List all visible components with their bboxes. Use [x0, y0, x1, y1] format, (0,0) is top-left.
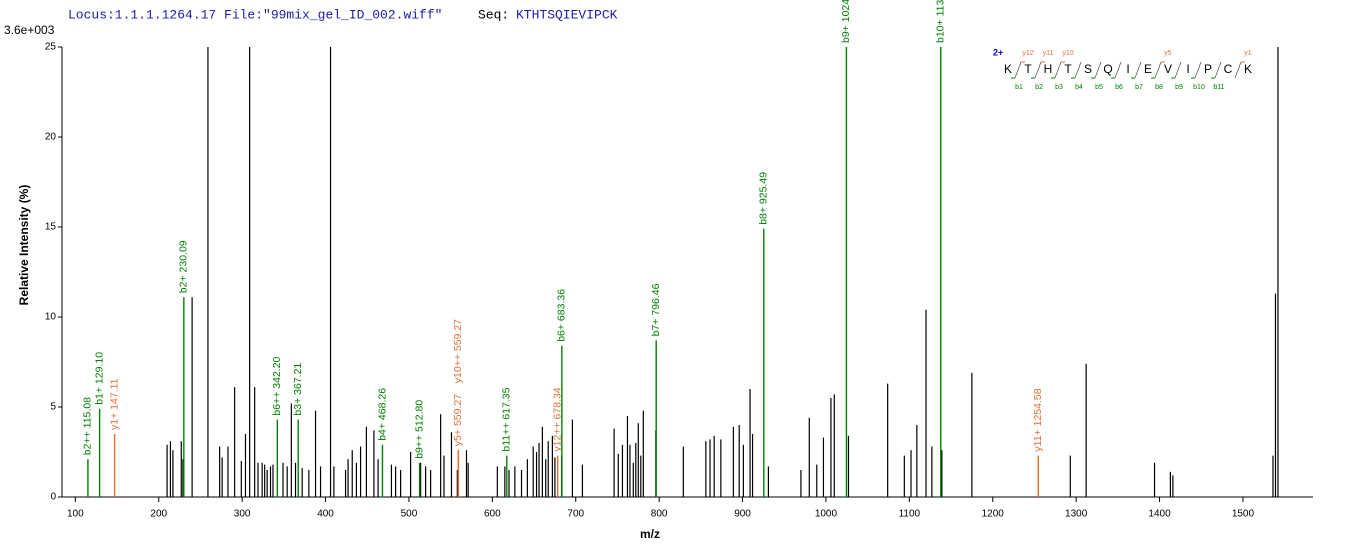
residue: K — [1004, 62, 1012, 76]
residue: E — [1144, 62, 1152, 76]
b-ion-label: b5 — [1095, 84, 1103, 91]
residue: T — [1024, 62, 1032, 76]
peak-label: b9+ 1024.56 — [840, 0, 852, 43]
peak-label: b10+ 1137.65 — [935, 0, 947, 43]
x-tick-label: 1500 — [1232, 509, 1255, 520]
fragment-bracket — [1154, 61, 1162, 79]
residue: C — [1224, 62, 1233, 76]
charge-label: 2+ — [993, 47, 1003, 57]
fragment-bracket — [1034, 61, 1042, 79]
x-tick-label: 600 — [484, 509, 501, 520]
peak-label: y5+ 559.27 — [452, 394, 464, 446]
b-ion-label: b8 — [1155, 84, 1163, 91]
y-tick-label: 20 — [45, 132, 57, 143]
b-ion-label: b7 — [1135, 84, 1143, 91]
peak-label: b6+ 683.36 — [556, 289, 568, 342]
peak-label: b3+ 367.21 — [292, 363, 304, 416]
residue: P — [1204, 62, 1212, 76]
header-seq: KTHTSQIEVIPCK — [516, 7, 618, 22]
residue: H — [1044, 62, 1053, 76]
fragment-bracket — [1194, 61, 1202, 79]
peak-label: y12++ 678.34 — [551, 387, 563, 451]
residue: I — [1126, 62, 1129, 76]
fragment-bracket — [1054, 61, 1062, 79]
peak-label: y11+ 1254.58 — [1032, 388, 1044, 451]
y-ion-label: y12 — [1022, 50, 1033, 57]
x-tick-label: 800 — [651, 509, 668, 520]
peak-label: b2+ 230.09 — [178, 240, 190, 293]
fragment-bracket — [1234, 61, 1242, 79]
peak-label: b4+ 468.26 — [376, 388, 388, 441]
residue: I — [1186, 62, 1189, 76]
y-ion-label: y1 — [1244, 50, 1252, 57]
x-tick-label: 200 — [150, 509, 167, 520]
b-ion-label: b10 — [1193, 84, 1205, 91]
y-ion-label: y10 — [1062, 50, 1073, 57]
peak-label: b7+ 796.46 — [650, 283, 662, 336]
peak-label: b8+ 925.49 — [758, 172, 770, 225]
residue: S — [1084, 62, 1092, 76]
b-ion-label: b4 — [1075, 84, 1083, 91]
b-ion-label: b2 — [1035, 84, 1043, 91]
residue: T — [1064, 62, 1072, 76]
y-tick-label: 15 — [45, 222, 57, 233]
scale-label: 3.6e+003 — [4, 23, 55, 37]
peak-label: y1+ 147.11 — [108, 378, 120, 430]
fragment-bracket — [1174, 61, 1182, 79]
x-tick-label: 300 — [234, 509, 251, 520]
residue: Q — [1103, 62, 1112, 76]
fragment-bracket — [1094, 61, 1102, 79]
x-axis-label: m/z — [640, 527, 660, 541]
header-seq-label: Seq: — [478, 7, 509, 22]
y-ion-label: y11 — [1043, 50, 1054, 57]
x-tick-label: 100 — [67, 509, 84, 520]
y-tick-label: 25 — [45, 42, 57, 53]
x-tick-label: 400 — [317, 509, 334, 520]
y-tick-label: 5 — [50, 402, 56, 413]
x-tick-label: 900 — [734, 509, 751, 520]
fragment-bracket — [1074, 61, 1082, 79]
fragment-bracket — [1014, 61, 1022, 79]
peak-label: b6++ 342.20 — [271, 356, 283, 415]
b-ion-label: b3 — [1055, 84, 1063, 91]
peak-label: y10++ 559.27 — [452, 319, 464, 383]
b-ion-label: b11 — [1213, 84, 1224, 91]
y-axis-label: Relative Intensity (%) — [17, 185, 31, 306]
y-tick-label: 0 — [50, 492, 56, 503]
x-tick-label: 1000 — [815, 509, 838, 520]
peak-label: b1+ 129.10 — [93, 352, 105, 405]
x-tick-label: 500 — [401, 509, 418, 520]
y-ion-label: y5 — [1164, 50, 1172, 57]
peak-label: b11++ 617.35 — [501, 387, 513, 451]
peak-label: b9++ 512.80 — [413, 400, 425, 459]
x-tick-label: 1200 — [982, 509, 1005, 520]
b-ion-label: b1 — [1015, 84, 1023, 91]
fragment-bracket — [1114, 61, 1122, 79]
fragment-bracket — [1134, 61, 1142, 79]
residue: K — [1244, 62, 1252, 76]
peak-label: b2++ 115.08 — [82, 397, 94, 455]
residue: V — [1164, 62, 1172, 76]
x-tick-label: 1100 — [899, 509, 921, 520]
b-ion-label: b9 — [1175, 84, 1183, 91]
fragment-bracket — [1214, 61, 1222, 79]
header-locus: Locus:1.1.1.1264.17 File:"99mix_gel_ID_0… — [68, 7, 442, 22]
x-tick-label: 1300 — [1065, 509, 1088, 520]
x-tick-label: 700 — [567, 509, 584, 520]
y-tick-label: 10 — [45, 312, 57, 323]
x-tick-label: 1400 — [1148, 509, 1171, 520]
b-ion-label: b6 — [1115, 84, 1123, 91]
